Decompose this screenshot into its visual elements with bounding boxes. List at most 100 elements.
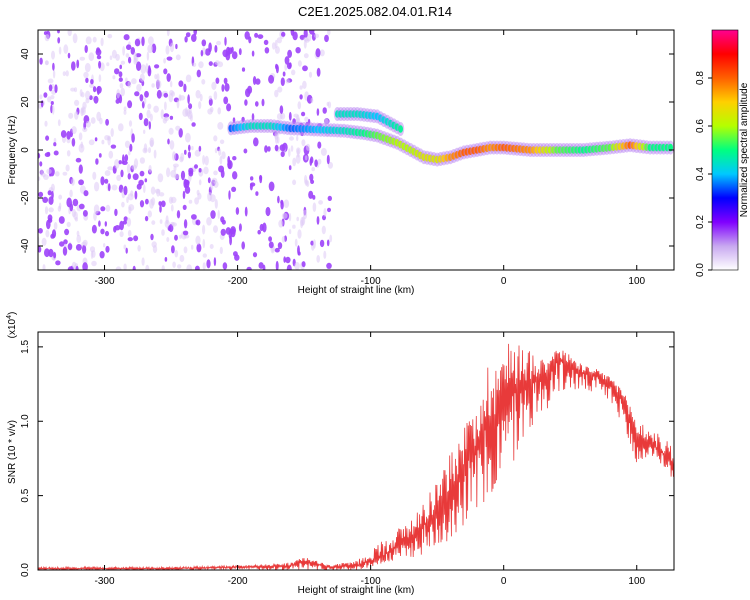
noise-cell: [179, 254, 185, 263]
noise-cell: [290, 145, 294, 152]
noise-cell: [82, 239, 88, 247]
noise-cell: [279, 144, 286, 152]
noise-cell: [282, 71, 286, 77]
noise-cell: [71, 137, 76, 147]
noise-cell: [82, 262, 88, 270]
noise-cell: [151, 83, 155, 88]
noise-cell: [320, 147, 327, 156]
noise-cell: [163, 68, 168, 75]
noise-cell: [219, 139, 225, 145]
noise-cell: [156, 73, 160, 82]
noise-cell: [301, 261, 306, 268]
noise-cell: [76, 59, 80, 69]
noise-cell: [163, 113, 170, 118]
noise-cell: [105, 204, 111, 212]
noise-cell: [93, 95, 99, 104]
noise-cell: [281, 31, 286, 37]
noise-cell: [147, 44, 154, 53]
noise-cell: [196, 243, 202, 253]
noise-cell: [79, 56, 86, 61]
noise-cell: [308, 190, 314, 199]
noise-cell: [251, 113, 255, 121]
noise-cell: [74, 111, 79, 120]
noise-cell: [308, 71, 313, 78]
noise-cell: [202, 253, 207, 258]
noise-cell: [216, 40, 222, 46]
noise-cell: [139, 73, 145, 82]
noise-cell: [43, 92, 48, 98]
noise-cell: [268, 236, 272, 242]
noise-cell: [41, 237, 47, 246]
noise-cell: [104, 230, 110, 237]
noise-cell: [234, 254, 240, 261]
noise-cell: [210, 182, 214, 191]
noise-cell: [165, 45, 170, 55]
noise-cell: [195, 89, 201, 99]
noise-cell: [123, 106, 127, 112]
noise-cell: [40, 100, 44, 108]
noise-cell: [122, 46, 125, 56]
noise-cell: [65, 164, 70, 172]
noise-cell: [182, 108, 189, 118]
noise-cell: [327, 207, 331, 213]
noise-cell: [183, 246, 188, 254]
noise-cell: [164, 116, 169, 122]
noise-cell: [314, 159, 318, 167]
noise-cell: [120, 87, 125, 97]
noise-cell: [46, 219, 51, 230]
noise-cell: [122, 220, 128, 225]
noise-cell: [161, 229, 165, 236]
noise-cell: [170, 80, 173, 88]
colorbar-tick-label: 0.4: [695, 167, 706, 181]
noise-cell: [276, 113, 283, 120]
noise-cell: [126, 196, 129, 203]
noise-cell: [288, 148, 291, 157]
noise-cell: [59, 241, 65, 247]
noise-cell: [232, 171, 238, 180]
noise-cell: [38, 228, 43, 234]
noise-cell: [72, 33, 78, 44]
noise-cell: [127, 173, 131, 180]
snr-plot-area: [38, 332, 674, 570]
noise-cell: [112, 75, 116, 80]
noise-cell: [67, 243, 73, 251]
noise-cell: [168, 224, 174, 233]
noise-cell: [327, 195, 332, 201]
noise-cell: [182, 190, 186, 200]
noise-cell: [230, 228, 236, 238]
noise-cell: [116, 174, 122, 181]
noise-cell: [178, 80, 184, 87]
spectrogram-y-label: Frequency (Hz): [7, 116, 18, 185]
noise-cell: [329, 234, 333, 243]
noise-cell: [82, 127, 88, 133]
noise-cell: [81, 92, 85, 98]
noise-cell: [155, 79, 162, 89]
noise-cell: [92, 86, 97, 93]
noise-cell: [305, 143, 311, 151]
noise-cell: [257, 34, 264, 39]
noise-cell: [203, 166, 209, 175]
noise-cell: [93, 204, 100, 214]
noise-cell: [327, 30, 331, 36]
noise-cell: [124, 140, 131, 148]
noise-cell: [274, 144, 279, 152]
noise-cell: [109, 55, 113, 60]
noise-cell: [126, 217, 132, 227]
noise-cell: [304, 116, 309, 122]
noise-cell: [188, 103, 193, 110]
noise-cell: [314, 33, 320, 39]
noise-cell: [327, 161, 333, 169]
noise-cell: [165, 215, 169, 225]
noise-cell: [110, 128, 114, 137]
noise-cell: [299, 94, 303, 100]
spectrogram-x-ticks: -300 -200 -100 0 100: [95, 30, 646, 287]
noise-cell: [262, 222, 267, 233]
snr-y-tick-label: 1.0: [20, 414, 31, 428]
noise-cell: [89, 83, 95, 88]
noise-cell: [147, 65, 151, 74]
noise-cell: [301, 139, 306, 147]
noise-cell: [53, 142, 57, 147]
snr-x-label: Height of straight line (km): [298, 585, 415, 596]
noise-cell: [146, 51, 150, 61]
noise-cell: [123, 185, 128, 196]
